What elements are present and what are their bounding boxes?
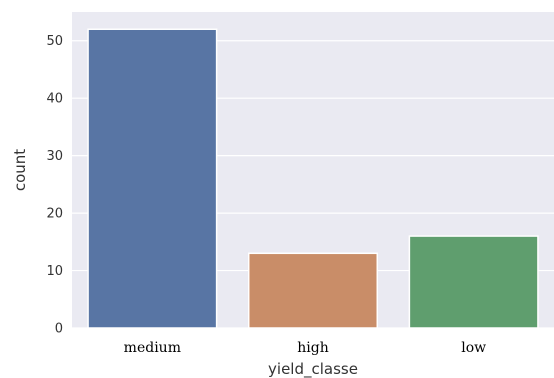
y-tick-labels: 0 10 20 30 40 50 [46,34,63,336]
x-axis-label: yield_classe [268,360,358,378]
x-tick-labels: medium high low [124,340,486,356]
x-tick-label-medium: medium [124,340,181,356]
y-axis-label: count [11,149,29,191]
y-tick-label-20: 20 [46,207,63,222]
x-tick-label-low: low [461,340,486,356]
y-tick-label-10: 10 [46,264,63,279]
y-tick-label-40: 40 [46,92,63,107]
x-tick-label-high: high [297,340,328,356]
bars [87,28,539,329]
bar-low [408,235,539,329]
bar-high [247,252,379,329]
bar-medium [87,28,218,329]
y-tick-label-30: 30 [46,149,63,164]
y-tick-label-50: 50 [46,34,63,49]
y-tick-label-0: 0 [55,322,63,337]
